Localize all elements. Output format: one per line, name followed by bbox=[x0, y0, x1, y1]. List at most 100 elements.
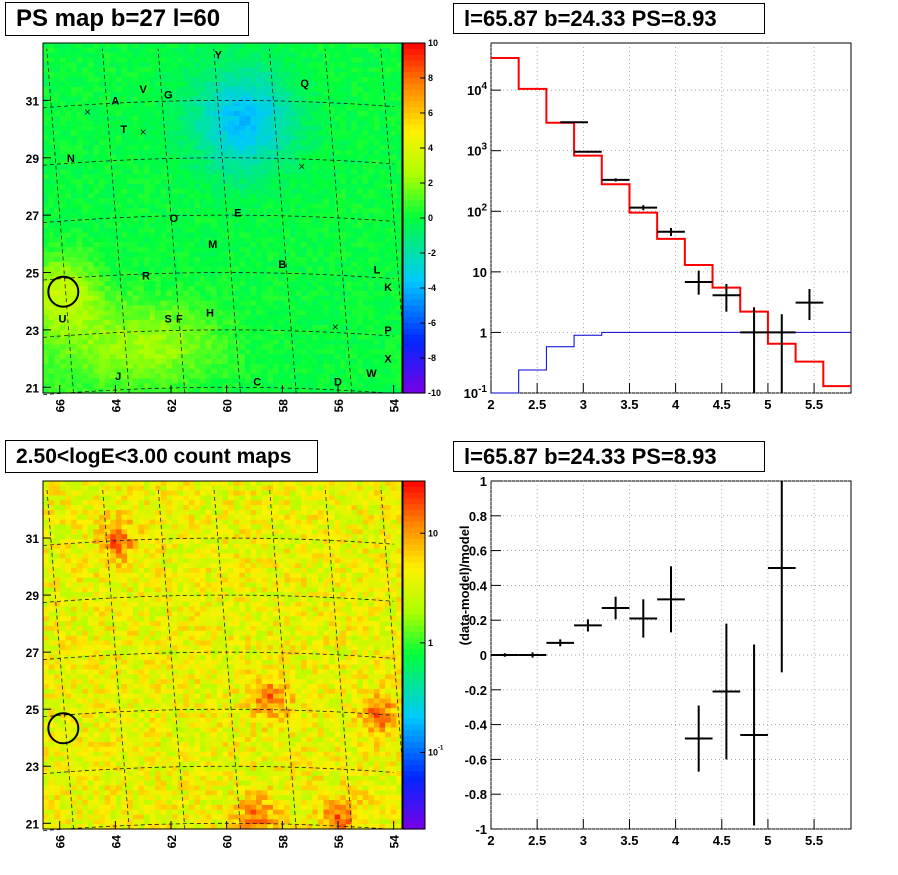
y-tick-label: 0.6 bbox=[469, 544, 487, 559]
data-point bbox=[740, 307, 768, 393]
data-point bbox=[712, 284, 741, 312]
x-tick-label: 3.5 bbox=[620, 397, 638, 412]
x-tick-label: 66 bbox=[54, 399, 68, 413]
count-frame bbox=[42, 480, 403, 830]
x-tick-label: 3 bbox=[580, 833, 587, 848]
x-tick-label: 64 bbox=[109, 835, 123, 849]
colorbar-frame bbox=[402, 480, 426, 830]
colorbar-tick-label: 0 bbox=[428, 213, 433, 223]
x-tick-label: 2 bbox=[487, 397, 494, 412]
source-marker: × bbox=[84, 105, 91, 119]
grid-meridian bbox=[324, 48, 353, 394]
colorbar-tick-label: 10-1 bbox=[428, 745, 444, 757]
data-point bbox=[629, 599, 658, 638]
ps-frame bbox=[42, 42, 403, 394]
data-point bbox=[657, 227, 685, 237]
grid-meridian bbox=[102, 48, 130, 394]
colorbar-tick-label: 8 bbox=[428, 73, 433, 83]
grid-parallel bbox=[42, 272, 394, 281]
colorbar-tick-label: -6 bbox=[428, 318, 436, 328]
data-point bbox=[767, 314, 796, 393]
y-tick-label: 27 bbox=[26, 209, 40, 223]
source-marker: × bbox=[140, 125, 147, 139]
x-tick-label: 58 bbox=[276, 835, 290, 849]
data-point bbox=[629, 205, 658, 211]
source-label: M bbox=[208, 239, 217, 251]
ps-colorbar bbox=[403, 43, 425, 394]
source-label: G bbox=[164, 90, 173, 102]
colorbar-tick-label: -4 bbox=[428, 283, 436, 293]
colorbar-tick-label: 2 bbox=[428, 178, 433, 188]
x-tick-label: 5.5 bbox=[805, 397, 823, 412]
grid-parallel bbox=[42, 214, 394, 224]
x-tick-label: 60 bbox=[221, 399, 235, 413]
x-tick-label: 5 bbox=[764, 397, 771, 412]
grid-meridian bbox=[269, 48, 297, 394]
grid-parallel bbox=[42, 708, 394, 718]
spectrum-frame bbox=[490, 42, 852, 394]
x-tick-label: 58 bbox=[276, 399, 290, 413]
data-point bbox=[601, 596, 630, 620]
count-heatmap bbox=[43, 481, 403, 830]
data-point bbox=[740, 644, 768, 826]
colorbar-tick-label: -8 bbox=[428, 353, 436, 363]
grid-meridian bbox=[46, 486, 74, 830]
x-tick-label: 56 bbox=[332, 835, 346, 849]
y-tick-label: 23 bbox=[26, 324, 40, 338]
y-tick-label: 0.4 bbox=[469, 578, 488, 593]
source-label: B bbox=[278, 259, 286, 271]
data-point bbox=[574, 150, 602, 153]
source-label: C bbox=[253, 377, 261, 389]
x-tick-label: 4 bbox=[672, 397, 680, 412]
source-label: J bbox=[115, 371, 121, 383]
grid-parallel bbox=[42, 594, 394, 603]
x-tick-label: 56 bbox=[332, 399, 346, 413]
y-tick-label: 0 bbox=[480, 648, 487, 663]
target-circle bbox=[47, 275, 80, 308]
x-tick-label: 5 bbox=[764, 833, 771, 848]
source-label: A bbox=[111, 95, 119, 107]
grid-parallel bbox=[42, 537, 394, 546]
source-label: T bbox=[120, 124, 127, 136]
x-tick-label: 2.5 bbox=[528, 833, 546, 848]
grid-parallel bbox=[42, 99, 394, 109]
data-point bbox=[684, 270, 713, 295]
source-label: Q bbox=[300, 78, 309, 90]
data-point bbox=[518, 652, 547, 658]
residual-ylabel: (data-model)/model bbox=[457, 525, 472, 645]
grid-meridian bbox=[269, 486, 297, 830]
series-line bbox=[491, 56, 851, 388]
x-tick-label: 4 bbox=[672, 833, 680, 848]
source-label: R bbox=[142, 270, 150, 282]
colorbar-tick-label: -10 bbox=[428, 388, 441, 398]
y-tick-label: 0.8 bbox=[469, 509, 487, 524]
x-tick-label: 3.5 bbox=[620, 833, 638, 848]
grid-parallel bbox=[42, 386, 394, 396]
y-tick-label: 21 bbox=[26, 817, 40, 831]
y-tick-label: 25 bbox=[26, 267, 40, 281]
data-point bbox=[574, 619, 602, 632]
y-tick-label: 103 bbox=[467, 142, 487, 159]
y-tick-label: -0.8 bbox=[465, 787, 487, 802]
y-tick-label: -1 bbox=[475, 822, 487, 837]
y-tick-label: 1 bbox=[480, 325, 487, 340]
grid-meridian bbox=[213, 486, 241, 830]
grid-parallel bbox=[42, 651, 394, 661]
residual-title: l=65.87 b=24.33 PS=8.93 bbox=[453, 441, 765, 472]
source-label: S bbox=[165, 313, 172, 325]
grid-meridian bbox=[157, 486, 186, 830]
source-marker: × bbox=[298, 159, 305, 173]
y-tick-label: 25 bbox=[26, 703, 40, 717]
x-tick-label: 2.5 bbox=[528, 397, 546, 412]
data-point bbox=[491, 653, 519, 657]
colorbar-tick-label: 6 bbox=[428, 108, 433, 118]
data-point bbox=[546, 639, 575, 647]
source-marker: × bbox=[332, 320, 339, 334]
x-tick-label: 66 bbox=[54, 835, 68, 849]
y-tick-label: 31 bbox=[26, 532, 40, 546]
y-tick-label: 1 bbox=[480, 474, 487, 489]
y-tick-label: 10 bbox=[473, 265, 487, 280]
y-tick-label: 31 bbox=[26, 94, 40, 108]
y-tick-label: -0.6 bbox=[465, 752, 487, 767]
